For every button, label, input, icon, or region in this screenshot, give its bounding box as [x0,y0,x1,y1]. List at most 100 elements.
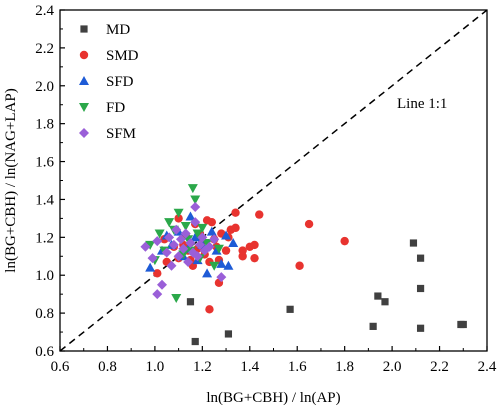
legend-entry-sfd: SFD [79,74,134,90]
data-point-fd [190,195,201,205]
legend-label-md: MD [106,22,130,38]
y-tick-label: 1.6 [35,155,54,171]
x-tick-label: 2.0 [383,359,402,375]
data-point-fd [145,240,156,250]
x-tick-label: 1.4 [240,359,259,375]
data-point-fd [173,208,184,218]
data-point-smd [205,305,214,314]
data-point-smd [295,261,304,270]
data-point-fd [209,261,220,271]
legend-marker-md [80,25,88,33]
data-point-smd [153,269,162,278]
data-point-md [416,324,425,332]
data-point-sfm [168,239,179,250]
data-point-md [191,337,199,346]
data-point-md [224,330,233,338]
data-point-sfm [164,232,175,243]
legend-entry-smd: SMD [79,48,139,64]
legend-label-smd: SMD [106,48,139,64]
series-sfm [140,202,227,300]
y-tick-label: 1.4 [35,192,54,208]
x-tick-label: 1.2 [193,359,212,375]
data-point-sfm [216,272,227,283]
data-point-smd [221,246,231,255]
data-point-sfm [173,251,184,262]
data-point-sfd [206,226,217,236]
legend-marker-sfm [79,128,89,138]
data-point-fd [154,229,165,239]
data-point-smd [238,246,247,255]
legend-marker-smd [79,50,89,60]
data-point-fd [192,229,203,239]
data-point-smd [304,219,314,229]
data-point-fd [213,244,224,254]
legend-entry-sfm: SFM [79,126,136,142]
data-point-md [374,292,382,300]
x-axis-title: ln(BG+CBH) / ln(AP) [206,390,340,406]
data-point-sfm [190,217,201,228]
data-point-smd [231,208,240,217]
data-point-sfd [228,238,239,248]
data-point-smd [340,236,349,246]
data-point-md [186,298,195,306]
data-point-smd [250,253,259,263]
data-point-sfm [209,234,220,245]
data-point-sfm [194,239,205,250]
data-point-md [409,239,418,247]
data-point-fd [202,239,213,249]
data-point-sfd [223,260,234,270]
data-point-fd [197,223,208,233]
data-point-smd [250,240,259,250]
x-tick-label: 1.8 [335,359,354,375]
data-point-sfd [202,268,213,278]
x-tick-label: 0.8 [98,359,117,375]
data-point-sfd [145,262,156,272]
x-tick-label: 0.6 [51,359,70,375]
series-md [186,239,467,346]
data-point-fd [180,221,191,231]
x-tick-label: 1.6 [288,359,307,375]
y-tick-label: 0.6 [35,344,54,360]
data-point-smd [231,223,240,233]
data-point-sfm [204,241,215,252]
data-point-sfm [161,247,172,258]
data-point-md [416,284,425,293]
data-point-sfm [175,234,186,245]
y-tick-label: 2.2 [35,41,54,57]
data-point-md [416,254,425,262]
data-point-sfm [152,289,163,300]
data-point-fd [164,218,175,228]
data-point-sfd [190,232,201,242]
data-point-sfm [190,202,201,213]
y-tick-label: 0.8 [35,306,54,322]
data-point-sfm [171,224,182,235]
x-axis-ticks: 0.6 0.8 1.0 1.2 1.4 1.6 1.8 2.0 2.2 2.4 [51,346,497,375]
data-point-sfm [180,228,191,239]
legend-label-sfd: SFD [106,74,134,90]
data-point-sfm [183,256,194,267]
y-tick-label: 1.2 [35,230,54,246]
data-point-md [286,305,294,313]
legend-entry-fd: FD [79,100,125,116]
reference-line-label: Line 1:1 [397,96,447,112]
data-point-sfm [140,241,151,252]
data-point-sfm [192,251,203,262]
x-tick-label: 2.4 [478,359,497,375]
legend-marker-sfd [79,76,89,85]
y-tick-label: 2.0 [35,79,54,95]
y-tick-label: 1.0 [35,268,54,284]
legend-entry-md: MD [80,22,130,38]
legend-label-sfm: SFM [106,126,136,142]
data-point-sfm [152,236,163,247]
y-tick-label: 1.8 [35,117,54,133]
data-point-smd [207,217,217,227]
data-point-sfm [185,238,196,249]
legend-label-fd: FD [106,100,125,116]
data-point-sfm [147,253,158,264]
data-point-sfm [157,279,168,290]
y-axis-ticks: 0.6 0.8 1.0 1.2 1.4 1.6 1.8 2.0 2.2 2.4 [35,3,65,360]
data-point-md [459,320,467,329]
data-point-sfm [166,260,177,271]
data-point-smd [174,214,183,223]
